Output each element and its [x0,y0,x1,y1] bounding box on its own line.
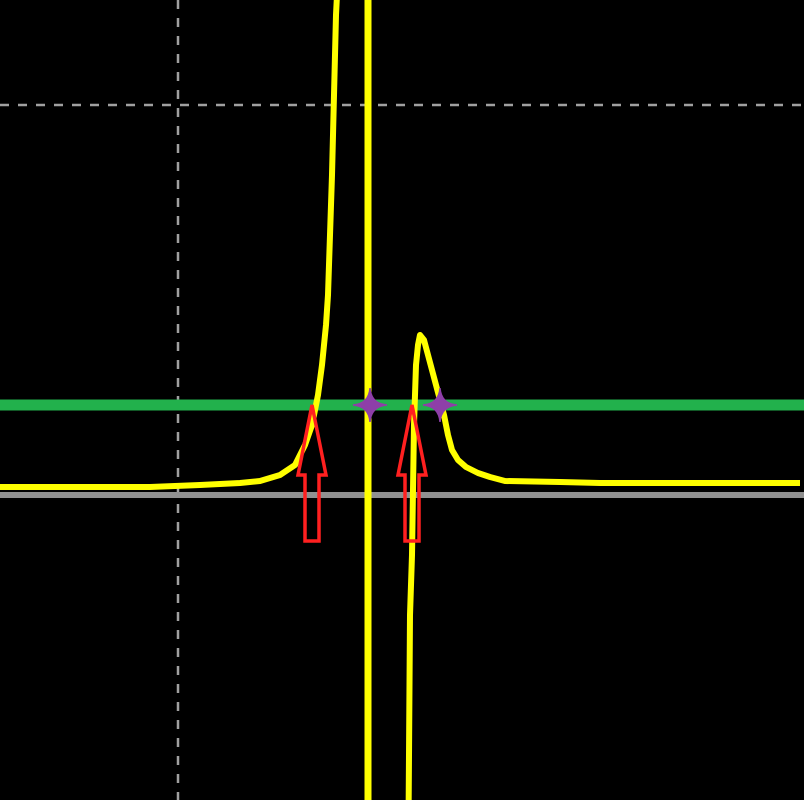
crossing-arrow-1 [295,404,329,543]
curve-branch-left [0,0,340,490]
annotations [295,387,458,543]
reference-lines [0,399,804,498]
intersection-marker-2 [422,387,458,423]
intersection-marker-1 [352,387,388,423]
crossing-arrow-2 [395,404,429,543]
